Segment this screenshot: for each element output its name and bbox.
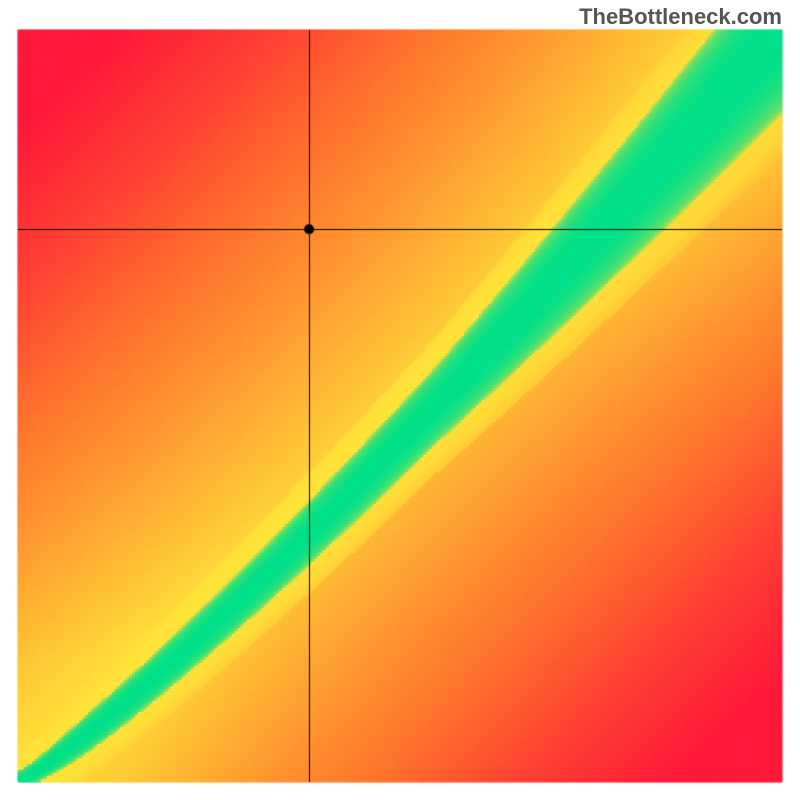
watermark-text: TheBottleneck.com [579,4,782,30]
heatmap-container: TheBottleneck.com [0,0,800,800]
heatmap-canvas [0,0,800,800]
